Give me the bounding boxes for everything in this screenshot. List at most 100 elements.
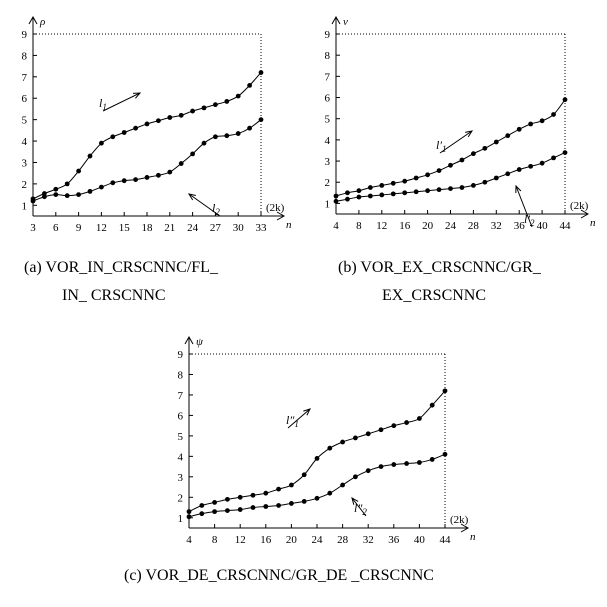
y-tick-label: 8: [325, 50, 331, 62]
series-pointer: [102, 92, 141, 112]
data-point: [367, 193, 373, 199]
data-point: [212, 509, 217, 515]
x-tick-label: 3: [30, 222, 36, 234]
y-tick-label: 4: [22, 136, 28, 148]
data-point: [429, 457, 435, 462]
data-point: [417, 460, 422, 465]
data-point: [53, 192, 59, 197]
y-tick-label: 2: [178, 492, 184, 504]
x-tick-label: 4: [186, 534, 192, 546]
data-point: [417, 416, 422, 421]
data-point: [493, 175, 499, 181]
data-point: [471, 151, 476, 157]
pointer-arrow-icon: [515, 184, 522, 194]
data-point: [429, 402, 435, 408]
data-point: [156, 118, 161, 124]
data-point: [178, 161, 184, 166]
data-point: [539, 160, 545, 166]
series-label: l″2: [354, 501, 367, 517]
data-point: [516, 167, 522, 172]
data-point: [250, 505, 256, 510]
data-point: [442, 451, 448, 457]
series-label: l′1: [436, 138, 446, 154]
data-point: [367, 185, 373, 190]
data-point: [87, 188, 93, 194]
data-point: [505, 171, 511, 177]
series-pointer: [287, 408, 311, 429]
y-tick-label: 7: [22, 72, 28, 84]
data-point: [345, 190, 350, 196]
data-point: [235, 131, 241, 136]
data-point: [471, 183, 476, 188]
data-point: [404, 461, 409, 466]
data-point: [250, 492, 256, 498]
data-point: [301, 498, 307, 504]
data-point: [390, 191, 396, 197]
data-point: [64, 181, 70, 187]
y-tick-label: 3: [325, 156, 331, 168]
data-point: [379, 192, 385, 198]
pointer-arrow-icon: [465, 130, 474, 138]
y-tick-label: 8: [178, 369, 184, 381]
data-point: [333, 198, 339, 204]
x-tick-label: 24: [312, 534, 324, 546]
data-point: [442, 388, 448, 394]
data-point: [493, 139, 499, 145]
data-point: [425, 172, 430, 178]
y-tick-label: 1: [178, 513, 184, 525]
data-point: [237, 494, 243, 500]
y-axis-arrow-icon: [28, 15, 38, 25]
x-tick-label: 16: [260, 534, 272, 546]
data-point: [436, 168, 442, 173]
x-tick-label: 21: [164, 222, 175, 234]
x-tick-label: 20: [286, 534, 298, 546]
x-tick-label: 27: [210, 222, 222, 234]
data-point: [448, 186, 453, 191]
y-tick-label: 2: [325, 177, 331, 189]
series-pointer: [515, 185, 533, 228]
y-tick-label: 3: [22, 157, 28, 169]
data-point: [340, 439, 345, 445]
data-point: [276, 486, 281, 492]
data-point: [30, 198, 36, 204]
data-point: [356, 188, 362, 194]
x-tick-label: 6: [53, 222, 59, 234]
data-point: [263, 504, 269, 509]
y-axis-label: ν: [343, 16, 348, 28]
data-point: [224, 99, 230, 104]
data-point: [333, 193, 339, 199]
data-point: [199, 511, 205, 517]
series-label: l2: [212, 201, 220, 217]
data-point: [402, 178, 408, 184]
data-point: [459, 185, 465, 190]
data-point: [482, 145, 488, 151]
data-point: [402, 190, 408, 196]
y-tick-label: 5: [325, 114, 331, 126]
data-point: [237, 507, 243, 512]
data-point: [345, 196, 350, 202]
data-point: [391, 462, 397, 467]
x-tick-label: 18: [142, 222, 154, 234]
figure-caption: EX_CRSCNNC: [382, 287, 487, 304]
series-pointer: [188, 193, 221, 217]
y-tick-label: 5: [22, 115, 28, 127]
pointer-arrow-icon: [303, 408, 311, 416]
data-point: [213, 134, 218, 140]
data-point: [482, 179, 488, 185]
figure-caption: (b) VOR_EX_CRSCNNC/GR_: [338, 259, 541, 276]
data-point: [247, 82, 253, 88]
data-point: [110, 134, 116, 140]
x-tick-label: 15: [119, 222, 131, 234]
series-pointer: [439, 130, 473, 154]
x-tick-label: 24: [445, 220, 457, 232]
data-point: [378, 464, 384, 469]
data-point: [404, 420, 409, 425]
series-line: [188, 390, 446, 513]
data-point: [53, 186, 59, 192]
y-tick-label: 9: [178, 349, 184, 361]
data-point: [76, 192, 81, 197]
figure-caption: (a) VOR_IN_CRSCNNC/FL_: [24, 259, 218, 276]
y-tick-label: 7: [325, 71, 331, 83]
x-tick-label: 33: [256, 222, 268, 234]
x-unit-label: (2k): [266, 202, 285, 214]
